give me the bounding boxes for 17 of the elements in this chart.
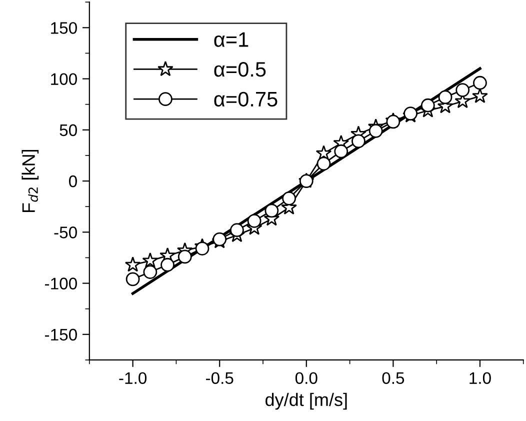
- y-tick-label: 0: [68, 175, 77, 188]
- x-tick-label: -0.5: [206, 372, 234, 384]
- x-tick-label: 0.5: [382, 372, 404, 384]
- legend-label: α=0.5: [214, 62, 266, 77]
- y-tick-label: -150: [45, 328, 77, 341]
- y-tick-label: 50: [60, 124, 77, 136]
- y-tick-label: 100: [51, 73, 77, 85]
- y-tick-label: -50: [54, 226, 77, 238]
- y-tick-label: 150: [51, 22, 77, 34]
- legend-label: α=1: [214, 32, 248, 47]
- x-tick-label: 1.0: [470, 372, 491, 384]
- legend-label: α=0.75: [214, 92, 278, 107]
- x-axis-title: dy/dt [m/s]: [266, 392, 347, 410]
- x-tick-label: -1.0: [119, 372, 147, 384]
- x-tick-label: 0.0: [295, 372, 318, 384]
- y-tick-label: -100: [45, 278, 77, 290]
- y-axis-title: F$_{d2}$ [kN]: [22, 150, 39, 212]
